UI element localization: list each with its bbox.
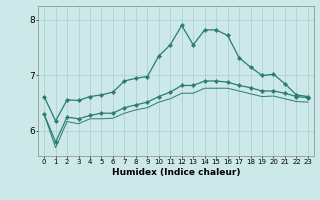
X-axis label: Humidex (Indice chaleur): Humidex (Indice chaleur)	[112, 168, 240, 177]
